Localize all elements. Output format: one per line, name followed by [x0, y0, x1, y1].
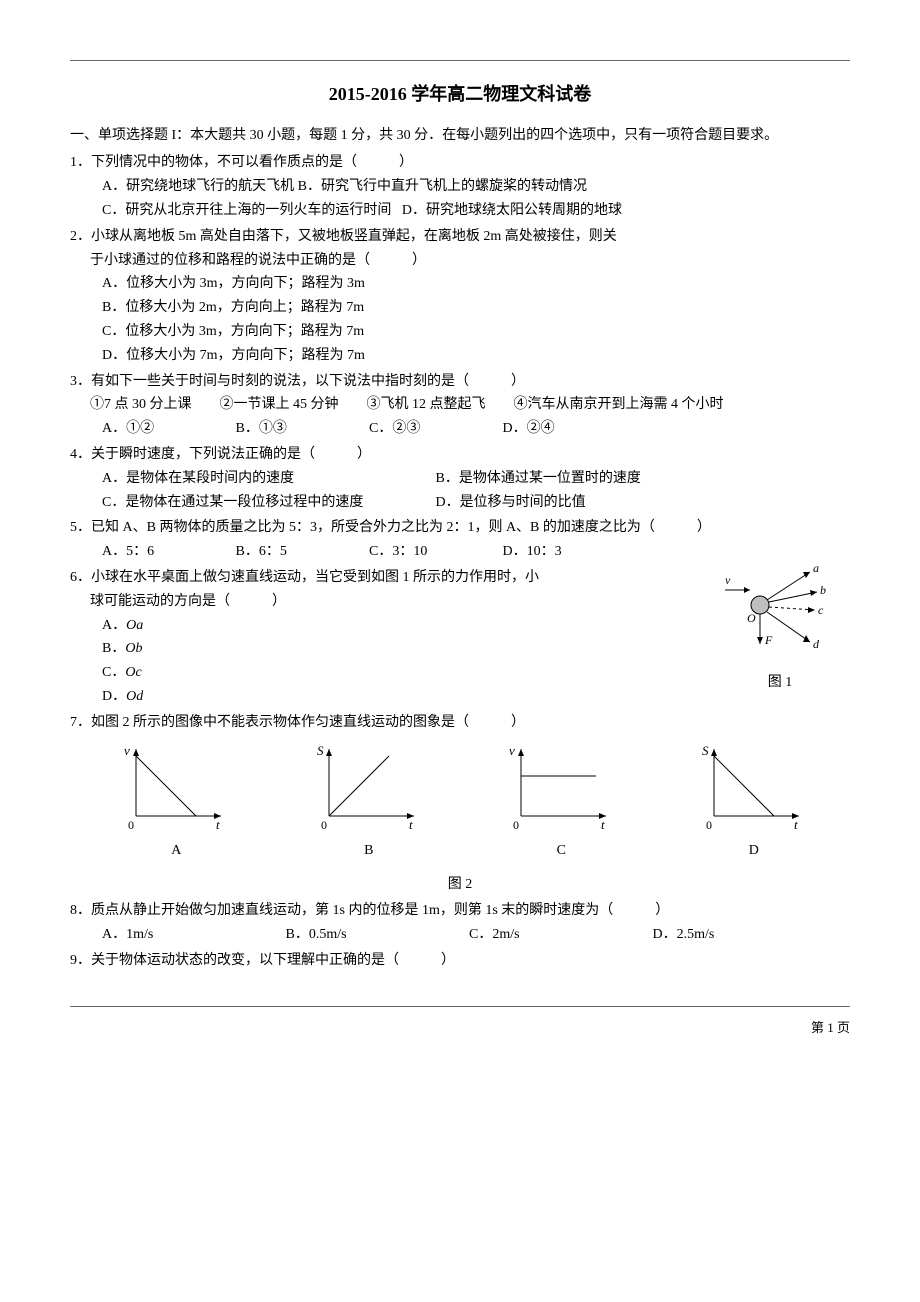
q2-stem-2: 于小球通过的位移和路程的说法中正确的是（ ）	[70, 249, 850, 273]
q9-stem: 9．关于物体运动状态的改变，以下理解中正确的是（ ）	[70, 949, 850, 973]
q5-opt-c: C．3：10	[369, 540, 499, 564]
q4-opt-d: D．是位移与时间的比值	[436, 495, 586, 510]
q3-opt-a: A．①②	[102, 417, 232, 441]
q4-opt-c: C．是物体在通过某一段位移过程中的速度	[102, 491, 432, 515]
q4-stem: 4．关于瞬时速度，下列说法正确的是（ ）	[70, 443, 850, 467]
figure-1-svg: v a b c d F O	[715, 560, 845, 660]
figure-2-row: v t 0 A S t 0 B	[80, 741, 850, 864]
fig2c-xlabel: t	[601, 817, 605, 831]
question-2: 2．小球从离地板 5m 高处自由落下，又被地板竖直弹起，在离地板 2m 高处被接…	[70, 225, 850, 368]
figure-2-a: v t 0 A	[116, 741, 236, 864]
q1-opt-c: C．研究从北京开往上海的一列火车的运行时间	[102, 203, 391, 218]
question-7: 7．如图 2 所示的图像中不能表示物体作匀速直线运动的图象是（ ） v t 0 …	[70, 711, 850, 897]
q6-opt-d: Od	[126, 689, 143, 704]
svg-text:0: 0	[128, 818, 134, 831]
fig1-label-v: v	[725, 573, 731, 587]
bottom-rule	[70, 1006, 850, 1007]
fig1-label-a: a	[813, 561, 819, 575]
q4-opt-b: B．是物体通过某一位置时的速度	[436, 471, 641, 486]
q5-opt-a: A．5：6	[102, 540, 232, 564]
svg-text:0: 0	[706, 818, 712, 831]
figure-1: v a b c d F O 图 1	[710, 560, 850, 695]
top-rule	[70, 60, 850, 61]
question-3: 3．有如下一些关于时间与时刻的说法，以下说法中指时刻的是（ ） ①7 点 30 …	[70, 370, 850, 441]
q7-stem: 7．如图 2 所示的图像中不能表示物体作匀速直线运动的图象是（ ）	[70, 711, 850, 735]
fig1-label-O: O	[747, 611, 756, 625]
figure-2-c: v t 0 C	[501, 741, 621, 864]
q8-stem: 8．质点从静止开始做匀加速直线运动，第 1s 内的位移是 1m，则第 1s 末的…	[70, 899, 850, 923]
q1-stem: 1．下列情况中的物体，不可以看作质点的是（ ）	[70, 151, 850, 175]
figure-2-b: S t 0 B	[309, 741, 429, 864]
q6-opt-d-prefix: D．	[102, 689, 126, 704]
fig2a-ylabel: v	[124, 743, 130, 758]
q2-opt-a: A．位移大小为 3m，方向向下；路程为 3m	[70, 272, 850, 296]
section-1-instructions: 一、单项选择题 I：本大题共 30 小题，每题 1 分，共 30 分．在每小题列…	[70, 124, 850, 148]
q1-opt-a: A．研究绕地球飞行的航天飞机	[102, 175, 294, 199]
fig2d-label: D	[694, 839, 814, 863]
question-8: 8．质点从静止开始做匀加速直线运动，第 1s 内的位移是 1m，则第 1s 末的…	[70, 899, 850, 947]
question-9: 9．关于物体运动状态的改变，以下理解中正确的是（ ）	[70, 949, 850, 973]
fig1-label-b: b	[820, 583, 826, 597]
question-1: 1．下列情况中的物体，不可以看作质点的是（ ） A．研究绕地球飞行的航天飞机 B…	[70, 151, 850, 222]
fig2a-xlabel: t	[216, 817, 220, 831]
q8-opt-c: C．2m/s	[469, 923, 649, 947]
fig1-label-F: F	[764, 633, 773, 647]
q3-opt-c: C．②③	[369, 417, 499, 441]
fig1-label-d: d	[813, 637, 820, 651]
fig1-label-c: c	[818, 603, 824, 617]
fig2d-ylabel: S	[702, 743, 709, 758]
fig2c-label: C	[501, 839, 621, 863]
q6-opt-c-prefix: C．	[102, 665, 125, 680]
q2-stem-1: 2．小球从离地板 5m 高处自由落下，又被地板竖直弹起，在离地板 2m 高处被接…	[70, 225, 850, 249]
q3-opt-b: B．①③	[236, 417, 366, 441]
exam-title: 2015-2016 学年高二物理文科试卷	[70, 79, 850, 110]
q1-opt-d: D．研究地球绕太阳公转周期的地球	[402, 203, 622, 218]
q2-opt-c: C．位移大小为 3m，方向向下；路程为 7m	[70, 320, 850, 344]
q8-opt-d: D．2.5m/s	[653, 927, 715, 942]
q5-opt-d: D．10：3	[503, 540, 633, 564]
q8-opt-a: A．1m/s	[102, 923, 282, 947]
fig2b-ylabel: S	[317, 743, 324, 758]
q2-opt-b: B．位移大小为 2m，方向向上；路程为 7m	[70, 296, 850, 320]
fig2a-label: A	[116, 839, 236, 863]
q5-stem: 5．已知 A、B 两物体的质量之比为 5：3，所受合外力之比为 2：1，则 A、…	[70, 516, 850, 540]
q3-stem: 3．有如下一些关于时间与时刻的说法，以下说法中指时刻的是（ ）	[70, 370, 850, 394]
q2-opt-d: D．位移大小为 7m，方向向下；路程为 7m	[70, 344, 850, 368]
fig2b-xlabel: t	[409, 817, 413, 831]
figure-2-d: S t 0 D	[694, 741, 814, 864]
figure-1-caption: 图 1	[710, 671, 850, 695]
q6-opt-b-prefix: B．	[102, 641, 125, 656]
q6-opt-a-prefix: A．	[102, 618, 126, 633]
page-number: 第 1 页	[70, 1017, 850, 1039]
fig2d-xlabel: t	[794, 817, 798, 831]
q6-opt-a: Oa	[126, 618, 143, 633]
q1-opt-b: B．研究飞行中直升飞机上的螺旋桨的转动情况	[298, 179, 587, 194]
q3-items: ①7 点 30 分上课 ②一节课上 45 分钟 ③飞机 12 点整起飞 ④汽车从…	[70, 393, 850, 417]
svg-text:0: 0	[321, 818, 327, 831]
question-6: v a b c d F O 图 1 6．小球在水平桌面上做匀速直线运动，当它	[70, 566, 850, 709]
svg-text:0: 0	[513, 818, 519, 831]
question-5: 5．已知 A、B 两物体的质量之比为 5：3，所受合外力之比为 2：1，则 A、…	[70, 516, 850, 564]
question-4: 4．关于瞬时速度，下列说法正确的是（ ） A．是物体在某段时间内的速度 B．是物…	[70, 443, 850, 514]
q3-opt-d: D．②④	[503, 417, 633, 441]
q4-opt-a: A．是物体在某段时间内的速度	[102, 467, 432, 491]
fig2b-label: B	[309, 839, 429, 863]
figure-2-caption: 图 2	[70, 873, 850, 897]
q6-opt-b: Ob	[125, 641, 142, 656]
q5-opt-b: B．6：5	[236, 540, 366, 564]
q6-opt-c: Oc	[125, 665, 141, 680]
q8-opt-b: B．0.5m/s	[286, 923, 466, 947]
fig2c-ylabel: v	[509, 743, 515, 758]
